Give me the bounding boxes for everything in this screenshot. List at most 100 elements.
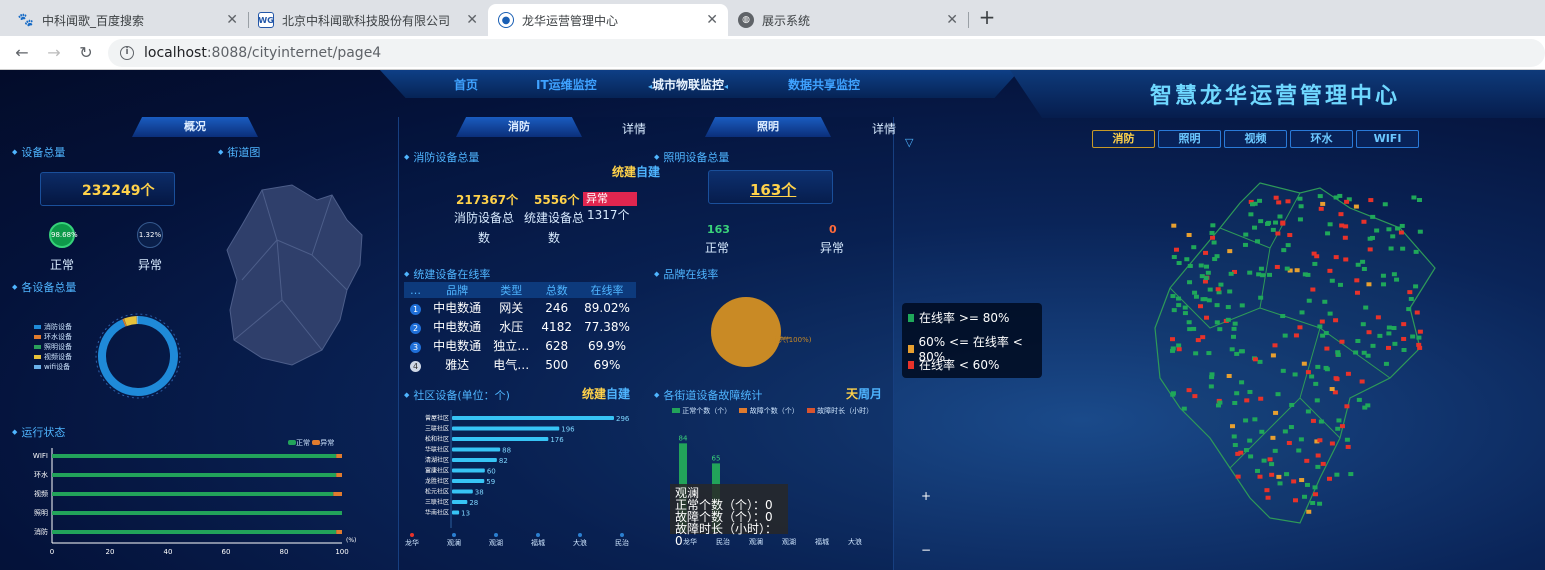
map-marker [1361, 219, 1367, 224]
light-detail-link[interactable]: 详情 [872, 122, 897, 136]
filter-icon[interactable]: ▽ [905, 136, 914, 149]
map-marker [1209, 375, 1215, 380]
toggle-month[interactable]: 月 [870, 387, 883, 401]
y-tick-label: 三联社区 [425, 498, 449, 506]
district-map[interactable] [1150, 178, 1440, 533]
x-tick-label: 观澜 [749, 537, 763, 546]
back-arrow-icon[interactable]: ← [15, 43, 29, 62]
close-tab-icon[interactable]: ✕ [706, 12, 718, 28]
map-marker [1281, 248, 1287, 253]
close-tab-icon[interactable]: ✕ [946, 12, 958, 28]
map-marker [1315, 464, 1321, 469]
y-tick-label: WIFI [33, 452, 48, 460]
data-label: 59 [486, 478, 495, 486]
map-tab-fire[interactable]: 消防 [1092, 130, 1155, 148]
nav-data-share[interactable]: 数据共享监控 [788, 78, 861, 92]
map-marker [1317, 501, 1323, 506]
x-dot [578, 533, 582, 537]
nav-city-iot[interactable]: ◂城市物联监控◂ [648, 76, 728, 93]
cell-count: 500 [545, 357, 569, 372]
fire-online-label: 统建设备在线率 [404, 266, 490, 282]
map-marker [1292, 498, 1298, 503]
zoom-in-button[interactable]: + [920, 489, 932, 503]
close-tab-icon[interactable]: ✕ [226, 12, 238, 28]
map-marker [1411, 195, 1417, 200]
map-marker [1336, 418, 1342, 423]
legend-swatch [806, 408, 815, 413]
light-normal-value: 163 [707, 223, 730, 236]
x-tick-label: 观湖 [782, 537, 796, 546]
map-marker [1225, 305, 1231, 310]
map-marker [1417, 345, 1423, 350]
browser-tab-baidu[interactable]: 🐾 中科闻歌_百度搜索 ✕ [8, 4, 248, 36]
map-tab-wifi[interactable]: WIFI [1356, 130, 1419, 148]
table-row[interactable]: 2 中电数通 水压 4182 77.38% [404, 317, 636, 336]
map-marker [1207, 287, 1213, 292]
map-marker [1297, 325, 1303, 330]
map-marker [1280, 314, 1286, 319]
bar-abnormal [336, 473, 342, 477]
toggle-day[interactable]: 天 [846, 387, 859, 401]
rank-number: 1 [410, 303, 422, 315]
toggle-unified[interactable]: 统建 [612, 165, 637, 179]
map-marker [1382, 202, 1388, 207]
close-tab-icon[interactable]: ✕ [466, 12, 478, 28]
data-label: 176 [550, 436, 564, 444]
tab-light[interactable]: 照明 [705, 117, 831, 137]
map-marker [1313, 381, 1319, 386]
reload-icon[interactable]: ↻ [79, 43, 93, 62]
map-tab-video[interactable]: 视频 [1224, 130, 1287, 148]
nav-home[interactable]: 首页 [454, 78, 479, 92]
data-label: 28 [469, 499, 478, 507]
browser-tab-wg[interactable]: WG 北京中科闻歌科技股份有限公司 ✕ [248, 4, 488, 36]
map-marker [1414, 310, 1420, 315]
map-marker [1353, 350, 1359, 355]
toggle-self[interactable]: 自建 [636, 165, 661, 179]
map-marker [1361, 266, 1367, 271]
new-tab-button[interactable]: + [978, 5, 996, 29]
info-icon[interactable]: i [120, 46, 134, 60]
wg-logo-icon: WG [258, 12, 274, 28]
browser-tab-display[interactable]: ◍ 展示系统 ✕ [728, 4, 968, 36]
toggle-week[interactable]: 周 [858, 387, 871, 401]
map-marker [1272, 343, 1278, 348]
table-row[interactable]: 1 中电数通 网关 246 89.02% [404, 298, 636, 317]
legend-label: 故障时长（小时） [817, 407, 874, 415]
map-marker [1344, 437, 1350, 442]
map-marker [1305, 370, 1311, 375]
tab-fire[interactable]: 消防 [456, 117, 582, 137]
map-marker [1232, 400, 1238, 405]
tab-overview[interactable]: 概况 [132, 117, 258, 137]
browser-tab-longhua[interactable]: ● 龙华运营管理中心 ✕ [488, 4, 728, 36]
street-map [226, 184, 363, 366]
y-tick-label: 龙胜社区 [425, 477, 449, 485]
nav-it-ops[interactable]: IT运维监控 [536, 78, 597, 92]
map-marker [1285, 243, 1291, 248]
pie-leader-line [775, 335, 790, 339]
map-marker [1343, 257, 1349, 262]
map-tab-light[interactable]: 照明 [1158, 130, 1221, 148]
map-marker [1417, 229, 1423, 234]
map-marker [1252, 201, 1258, 206]
fire-detail-link[interactable]: 详情 [622, 122, 647, 136]
x-tick-label: 龙华 [683, 537, 697, 546]
table-row[interactable]: 3 中电数通 独立… 628 69.9% [404, 336, 636, 355]
toggle-self[interactable]: 自建 [606, 387, 631, 401]
map-marker [1273, 220, 1279, 225]
address-bar: ← → ↻ i localhost:8088/cityinternet/page… [0, 36, 1545, 70]
url-input[interactable]: i localhost:8088/cityinternet/page4 [108, 39, 1545, 67]
table-row[interactable]: 4 雅达 电气… 500 69% [404, 355, 636, 374]
bar [452, 458, 497, 462]
map-marker [1176, 296, 1182, 301]
map-tab-env-water[interactable]: 环水 [1290, 130, 1353, 148]
map-marker [1401, 322, 1407, 327]
toggle-unified[interactable]: 统建 [582, 387, 607, 401]
legend-swatch [34, 345, 41, 349]
map-marker [1195, 338, 1201, 343]
zoom-out-button[interactable]: − [920, 543, 932, 557]
map-marker [1333, 376, 1339, 381]
map-marker [1287, 233, 1293, 238]
bar-abnormal [333, 492, 342, 496]
legend-swatch [288, 440, 296, 445]
forward-arrow-icon[interactable]: → [47, 43, 61, 62]
